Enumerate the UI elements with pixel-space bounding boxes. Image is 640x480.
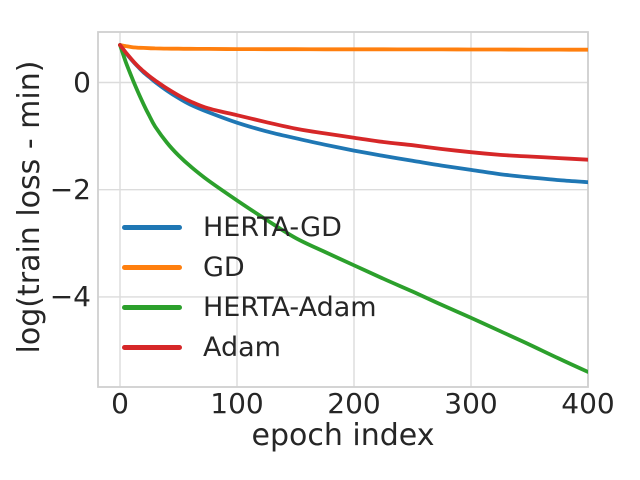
series-line-herta-adam	[118, 43, 588, 374]
legend-swatch-icon	[122, 264, 182, 270]
legend-item-herta-gd: HERTA-GD	[122, 207, 377, 247]
y-tick-label-−2: −2	[49, 172, 91, 206]
legend-swatch-icon	[122, 344, 182, 350]
legend-item-herta-adam: HERTA-Adam	[122, 287, 377, 327]
x-tick-label-0: 0	[111, 387, 129, 420]
series-line-adam	[118, 43, 588, 162]
axes-spines	[97, 31, 589, 388]
y-tick-label-0: 0	[73, 65, 91, 99]
legend-swatch-icon	[122, 304, 182, 310]
legend-item-adam: Adam	[122, 327, 377, 367]
legend-label: HERTA-Adam	[203, 291, 377, 323]
x-tick-label-300: 300	[444, 387, 498, 420]
x-tick-label-200: 200	[327, 387, 381, 420]
legend-label: GD	[203, 251, 245, 283]
legend-label: Adam	[203, 331, 281, 363]
x-tick-label-100: 100	[210, 387, 264, 420]
x-tick-label-400: 400	[561, 387, 615, 420]
legend-item-gd: GD	[122, 247, 377, 287]
y-tick-label-−4: −4	[49, 279, 91, 313]
legend: HERTA-GD GD HERTA-Adam Adam	[122, 207, 377, 367]
series-line-gd	[118, 43, 588, 52]
legend-label: HERTA-GD	[203, 211, 342, 243]
y-axis-label: log(train loss - min)	[12, 60, 47, 354]
legend-swatch-icon	[122, 224, 182, 230]
x-axis-label: epoch index	[251, 418, 435, 453]
